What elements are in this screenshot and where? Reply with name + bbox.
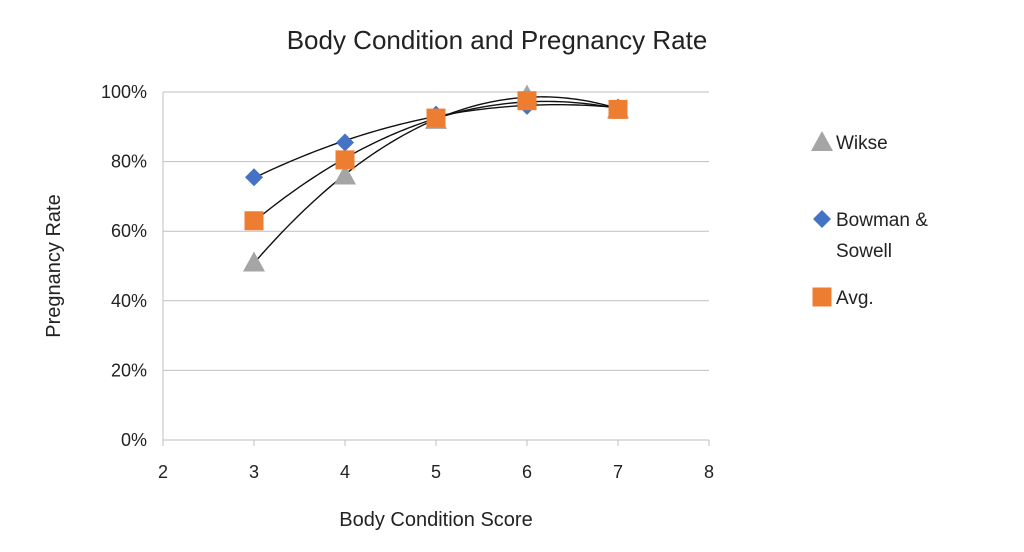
- x-tick-labels: 2 3 4 5 6 7 8: [158, 462, 714, 482]
- y-tick-label: 100%: [101, 82, 147, 102]
- data-point: [517, 91, 537, 111]
- y-tick-label: 20%: [111, 360, 147, 380]
- data-point: [243, 251, 265, 272]
- x-tick-label: 8: [704, 462, 714, 482]
- legend-label: Wikse: [836, 133, 888, 154]
- data-point: [608, 99, 628, 119]
- y-tick-label: 60%: [111, 221, 147, 241]
- y-axis-label: Pregnancy Rate: [43, 194, 65, 337]
- data-point: [334, 164, 356, 185]
- x-axis-label: Body Condition Score: [339, 509, 532, 531]
- x-tick-label: 3: [249, 462, 259, 482]
- y-tick-label: 0%: [121, 430, 147, 450]
- data-point: [336, 133, 354, 152]
- y-tick-label: 40%: [111, 291, 147, 311]
- data-point: [245, 168, 263, 187]
- legend: Wikse Bowman & Sowell Avg.: [811, 131, 928, 309]
- data-point: [426, 108, 446, 128]
- y-tick-labels: 0% 20% 40% 60% 80% 100%: [101, 82, 147, 450]
- chart-title: Body Condition and Pregnancy Rate: [287, 25, 708, 55]
- x-tick-label: 7: [613, 462, 623, 482]
- grid: [162, 91, 710, 446]
- data-point: [335, 150, 355, 170]
- x-tick-label: 6: [522, 462, 532, 482]
- legend-marker: [812, 287, 832, 307]
- x-tick-label: 5: [431, 462, 441, 482]
- legend-marker: [811, 131, 833, 151]
- data-point: [244, 211, 264, 231]
- y-tick-label: 80%: [111, 152, 147, 172]
- legend-label: Avg.: [836, 288, 874, 309]
- x-tick-label: 2: [158, 462, 168, 482]
- legend-label: Sowell: [836, 241, 892, 262]
- data-points: [243, 84, 629, 272]
- x-tick-label: 4: [340, 462, 350, 482]
- legend-marker: [813, 210, 831, 228]
- legend-label: Bowman &: [836, 210, 928, 231]
